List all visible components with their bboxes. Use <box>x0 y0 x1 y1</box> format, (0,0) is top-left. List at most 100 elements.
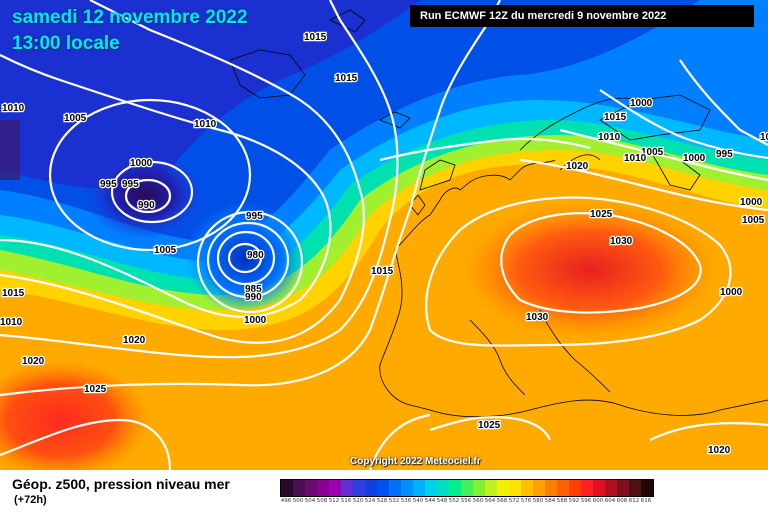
legend-label: 512 <box>328 498 340 504</box>
legend-swatch <box>581 480 593 496</box>
legend-swatch <box>569 480 581 496</box>
legend-swatch <box>617 480 629 496</box>
isobar-label: 1020 <box>123 335 146 346</box>
legend-swatch <box>401 480 413 496</box>
legend-label: 508 <box>316 498 328 504</box>
legend-label: 544 <box>424 498 436 504</box>
legend-label: 576 <box>520 498 532 504</box>
forecast-date: samedi 12 novembre 2022 <box>12 7 248 28</box>
legend-label: 592 <box>568 498 580 504</box>
isobar-label: 1015 <box>604 112 627 123</box>
map-canvas: 1015 1015 1005 1010 1000 995 995 990 100… <box>0 0 768 470</box>
legend-label: 496 <box>280 498 292 504</box>
low-center-shading <box>185 203 305 313</box>
isobars <box>0 0 768 470</box>
legend-label: 604 <box>604 498 616 504</box>
isobar-label: 1000 <box>683 153 706 164</box>
isobar-label: 1000 <box>720 287 743 298</box>
legend-label: 556 <box>460 498 472 504</box>
isobar-label: 995 <box>100 179 117 190</box>
isobar-label: 1025 <box>590 209 613 220</box>
isobar-label: 990 <box>245 292 262 303</box>
legend-swatch <box>377 480 389 496</box>
legend-label: 572 <box>508 498 520 504</box>
legend-swatch <box>449 480 461 496</box>
isobar-label: 980 <box>247 250 264 261</box>
legend-swatch <box>413 480 425 496</box>
legend-label: 564 <box>484 498 496 504</box>
isobar-label: 1000 <box>740 197 763 208</box>
legend-label: 532 <box>388 498 400 504</box>
map-title: Géop. z500, pression niveau mer <box>12 476 230 492</box>
isobar-label: 1010 <box>760 132 768 143</box>
isobar-label: 1010 <box>624 153 647 164</box>
isobar-label: 1025 <box>478 420 501 431</box>
forecast-local-time: 13:00 locale <box>12 33 120 54</box>
legend-label: 520 <box>352 498 364 504</box>
legend-label: 616 <box>640 498 652 504</box>
legend-swatch <box>293 480 305 496</box>
legend-label: 524 <box>364 498 376 504</box>
legend-swatch <box>557 480 569 496</box>
isobar-label: 1000 <box>630 98 653 109</box>
legend-label: 536 <box>400 498 412 504</box>
high-southwest-shading <box>0 360 150 470</box>
legend-swatch <box>629 480 641 496</box>
legend-swatch <box>593 480 605 496</box>
copyright-notice: Copyright 2022 Meteociel.fr <box>350 456 481 467</box>
legend-swatch <box>353 480 365 496</box>
isobar-label: 1015 <box>304 32 327 43</box>
isobar-label: 990 <box>138 200 155 211</box>
isobar-label: 1005 <box>154 245 177 256</box>
legend-swatch <box>341 480 353 496</box>
legend-swatch <box>365 480 377 496</box>
isobar-label: 1010 <box>0 317 23 328</box>
legend-swatch <box>425 480 437 496</box>
legend-label: 584 <box>544 498 556 504</box>
isobar-label: 995 <box>716 149 733 160</box>
legend-label: 504 <box>304 498 316 504</box>
legend-label: 580 <box>532 498 544 504</box>
map-footer: Géop. z500, pression niveau mer (+72h) 4… <box>0 470 768 512</box>
isobar-label: 1020 <box>22 356 45 367</box>
isobar-label: 1030 <box>526 312 549 323</box>
legend-label: 608 <box>616 498 628 504</box>
legend-label: 596 <box>580 498 592 504</box>
legend-swatch <box>461 480 473 496</box>
legend-label: 588 <box>556 498 568 504</box>
legend-swatch <box>473 480 485 496</box>
legend-swatches <box>280 479 654 497</box>
isobar-label: 985 <box>245 284 262 295</box>
legend-swatch <box>437 480 449 496</box>
legend-label: 516 <box>340 498 352 504</box>
isobar-label: 1010 <box>194 119 217 130</box>
isobar-label: 1025 <box>84 384 107 395</box>
isobar-label: 1020 <box>566 161 589 172</box>
legend-swatch <box>305 480 317 496</box>
isobar-label: 995 <box>122 179 139 190</box>
isobar-label: 1030 <box>610 236 633 247</box>
isobar-label: 1005 <box>64 113 87 124</box>
isobar-label: 1000 <box>244 315 267 326</box>
isobar-label: 1020 <box>708 445 731 456</box>
isobar-label: 1005 <box>641 147 664 158</box>
weather-map[interactable]: 1015 1015 1005 1010 1000 995 995 990 100… <box>0 0 768 470</box>
field-darkblue <box>0 0 420 189</box>
model-run-info: Run ECMWF 12Z du mercredi 9 novembre 202… <box>410 5 754 27</box>
legend-label: 612 <box>628 498 640 504</box>
isobar-label: 1000 <box>130 158 153 169</box>
legend-label: 500 <box>292 498 304 504</box>
legend-label: 600 <box>592 498 604 504</box>
legend-label: 560 <box>472 498 484 504</box>
legend-swatch <box>281 480 293 496</box>
legend-swatch <box>533 480 545 496</box>
isobar-label: 1005 <box>742 215 765 226</box>
isobar-label: 1015 <box>371 266 394 277</box>
legend-swatch <box>605 480 617 496</box>
legend-swatch <box>545 480 557 496</box>
legend-labels: 496 500 504 508 512 516 520 524 528 532 536 540 544 5… <box>280 498 652 507</box>
isobar-label: 1015 <box>2 288 25 299</box>
legend-swatch <box>641 480 653 496</box>
legend-swatch <box>521 480 533 496</box>
